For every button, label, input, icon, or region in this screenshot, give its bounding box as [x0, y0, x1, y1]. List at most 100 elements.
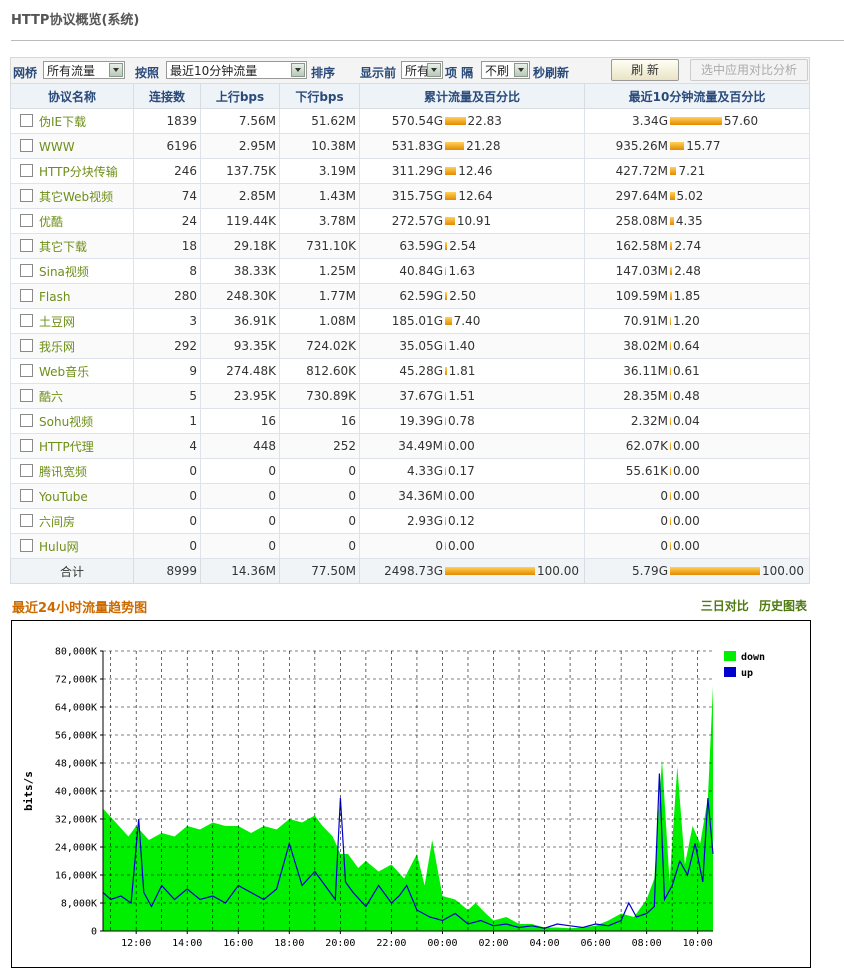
- table-row[interactable]: 我乐网 292 93.35K 724.02K 35.05G 1.40 38.02M 0.64: [10, 333, 810, 359]
- row-checkbox[interactable]: [20, 513, 33, 527]
- sort-by-select[interactable]: 最近10分钟流量: [166, 61, 307, 79]
- table-row[interactable]: Sohu视频 1 16 16 19.39G 0.78 2.32M 0.04: [10, 408, 810, 434]
- chevron-down-icon: [427, 63, 441, 77]
- protocol-name[interactable]: YouTube: [39, 489, 88, 504]
- table-row[interactable]: Sina视频 8 38.33K 1.25M 40.84G 1.63 147.03M 2.48: [10, 258, 810, 284]
- protocol-name[interactable]: 其它下载: [39, 239, 88, 254]
- row-checkbox[interactable]: [20, 463, 33, 477]
- row-checkbox[interactable]: [20, 288, 33, 302]
- table-row[interactable]: 优酷 24 119.44K 3.78M 272.57G 10.91 258.08M 4.35: [10, 208, 810, 234]
- download-bps-cell: 1.25M: [279, 258, 360, 284]
- total-upload-bps: 14.36M: [200, 558, 280, 584]
- protocol-name[interactable]: Flash: [39, 289, 71, 304]
- table-row[interactable]: 六间房 0 0 0 2.93G 0.12 0 0.00: [10, 508, 810, 534]
- protocol-name[interactable]: 腾讯宽频: [39, 464, 88, 479]
- protocol-name-cell: 其它下载: [10, 233, 134, 259]
- recent-traffic-cell: 70.91M 1.20: [584, 308, 810, 334]
- row-checkbox[interactable]: [20, 138, 33, 152]
- row-checkbox[interactable]: [20, 363, 33, 377]
- total-traffic-bar: [445, 292, 448, 300]
- column-header-recent-traffic[interactable]: 最近10分钟流量及百分比: [584, 83, 810, 109]
- table-row[interactable]: 伪IE下载 1839 7.56M 51.62M 570.54G 22.83 3.34G 57.…: [10, 108, 810, 134]
- protocol-name[interactable]: 土豆网: [39, 314, 76, 329]
- row-checkbox[interactable]: [20, 163, 33, 177]
- total-recent-value: 5.79G: [631, 564, 668, 578]
- recent-traffic-bar: [670, 142, 685, 150]
- column-header-total-traffic[interactable]: 累计流量及百分比: [359, 83, 585, 109]
- protocol-name[interactable]: 伪IE下载: [39, 114, 87, 129]
- protocol-name[interactable]: Sina视频: [39, 264, 89, 279]
- table-row[interactable]: YouTube 0 0 0 34.36M 0.00 0 0.00: [10, 483, 810, 509]
- y-tick-label: 8,000K: [61, 899, 97, 910]
- row-checkbox[interactable]: [20, 188, 33, 202]
- connections-cell: 0: [133, 483, 201, 509]
- recent-traffic-value: 147.03M: [615, 264, 668, 278]
- protocol-name[interactable]: Hulu网: [39, 539, 79, 554]
- protocol-name[interactable]: Web音乐: [39, 364, 90, 379]
- refresh-button[interactable]: 刷 新: [611, 59, 679, 81]
- total-traffic-pct: 12.64: [458, 189, 493, 203]
- column-header-name[interactable]: 协议名称: [10, 83, 134, 109]
- column-header-download-bps[interactable]: 下行bps: [279, 83, 360, 109]
- row-checkbox[interactable]: [20, 238, 33, 252]
- table-row[interactable]: HTTP代理 4 448 252 34.49M 0.00 62.07K 0.00: [10, 433, 810, 459]
- total-label: 合计: [10, 558, 134, 584]
- row-checkbox[interactable]: [20, 438, 33, 452]
- protocol-name[interactable]: 六间房: [39, 514, 76, 529]
- protocol-name[interactable]: Sohu视频: [39, 414, 94, 429]
- x-tick-label: 10:00: [683, 938, 713, 949]
- table-row[interactable]: Hulu网 0 0 0 0 0.00 0 0.00: [10, 533, 810, 559]
- table-row[interactable]: Flash 280 248.30K 1.77M 62.59G 2.50 109.59M 1.8…: [10, 283, 810, 309]
- total-traffic-cell: 45.28G 1.81: [359, 358, 585, 384]
- refresh-interval-select[interactable]: 不刷: [481, 61, 530, 79]
- total-traffic-value: 34.49M: [398, 439, 443, 453]
- bridge-select[interactable]: 所有流量: [43, 61, 125, 79]
- total-traffic-pct: 0.78: [448, 414, 475, 428]
- protocol-name-cell: Hulu网: [10, 533, 134, 559]
- history-chart-link[interactable]: 历史图表: [758, 599, 807, 613]
- row-checkbox[interactable]: [20, 338, 33, 352]
- protocol-name-cell: 六间房: [10, 508, 134, 534]
- y-tick-label: 32,000K: [55, 815, 97, 826]
- row-checkbox[interactable]: [20, 213, 33, 227]
- total-traffic-cell: 63.59G 2.54: [359, 233, 585, 259]
- protocol-name[interactable]: WWW: [39, 139, 75, 154]
- protocol-name[interactable]: HTTP分块传输: [39, 164, 118, 179]
- bridge-label: 网桥: [13, 66, 38, 80]
- protocol-name[interactable]: 我乐网: [39, 339, 76, 354]
- protocol-name[interactable]: HTTP代理: [39, 439, 94, 454]
- row-checkbox[interactable]: [20, 263, 33, 277]
- connections-cell: 8: [133, 258, 201, 284]
- row-checkbox[interactable]: [20, 413, 33, 427]
- y-tick-label: 24,000K: [55, 843, 97, 854]
- download-bps-cell: 724.02K: [279, 333, 360, 359]
- table-row[interactable]: 其它Web视频 74 2.85M 1.43M 315.75G 12.64 297.64M 5.…: [10, 183, 810, 209]
- refresh-interval-value: 不刷: [485, 64, 510, 78]
- column-header-connections[interactable]: 连接数: [133, 83, 201, 109]
- row-checkbox[interactable]: [20, 313, 33, 327]
- row-checkbox[interactable]: [20, 388, 33, 402]
- y-tick-label: 72,000K: [55, 675, 97, 686]
- protocol-name-cell: Flash: [10, 283, 134, 309]
- table-row[interactable]: HTTP分块传输 246 137.75K 3.19M 311.29G 12.46 427.7…: [10, 158, 810, 184]
- protocol-name[interactable]: 其它Web视频: [39, 189, 114, 204]
- compare-analysis-button[interactable]: 选中应用对比分析: [690, 59, 808, 81]
- three-day-compare-link[interactable]: 三日对比: [700, 599, 749, 613]
- protocol-name[interactable]: 酷六: [39, 389, 64, 404]
- show-top-select[interactable]: 所有: [401, 61, 443, 79]
- table-row[interactable]: 酷六 5 23.95K 730.89K 37.67G 1.51 28.35M 0.48: [10, 383, 810, 409]
- table-row[interactable]: 土豆网 3 36.91K 1.08M 185.01G 7.40 70.91M 1.20: [10, 308, 810, 334]
- table-row[interactable]: WWW 6196 2.95M 10.38M 531.83G 21.28 935.26M 15.…: [10, 133, 810, 159]
- table-row[interactable]: 其它下载 18 29.18K 731.10K 63.59G 2.54 162.58M 2.74: [10, 233, 810, 259]
- table-row[interactable]: 腾讯宽频 0 0 0 4.33G 0.17 55.61K 0.00: [10, 458, 810, 484]
- column-header-upload-bps[interactable]: 上行bps: [200, 83, 280, 109]
- table-row[interactable]: Web音乐 9 274.48K 812.60K 45.28G 1.81 36.11M 0.61: [10, 358, 810, 384]
- total-traffic-cell: 4.33G 0.17: [359, 458, 585, 484]
- recent-traffic-bar: [670, 317, 672, 325]
- protocol-name[interactable]: 优酷: [39, 214, 64, 229]
- row-checkbox[interactable]: [20, 488, 33, 502]
- total-traffic-value: 40.84G: [399, 264, 443, 278]
- row-checkbox[interactable]: [20, 538, 33, 552]
- total-traffic-value: 4.33G: [406, 464, 443, 478]
- row-checkbox[interactable]: [20, 113, 33, 127]
